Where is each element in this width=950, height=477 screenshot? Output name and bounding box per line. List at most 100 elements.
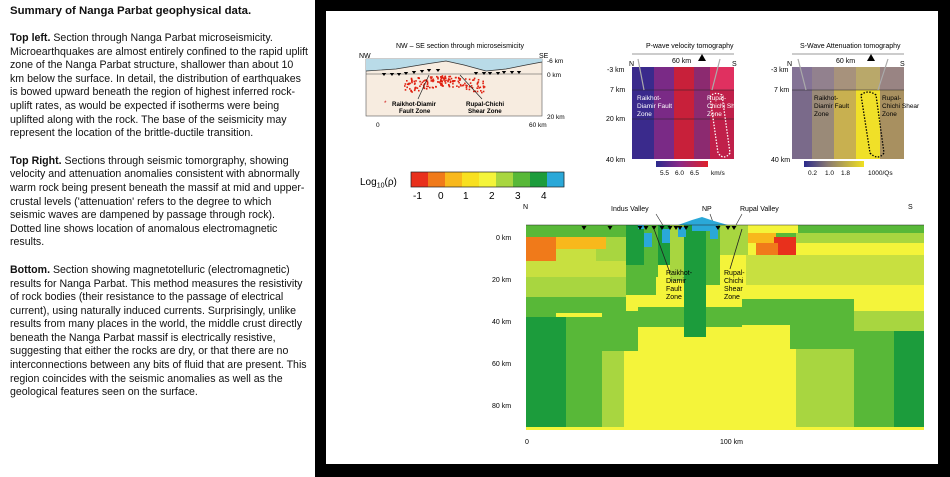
earthquake-dot (408, 82, 410, 85)
mt-station-7 (667, 226, 673, 230)
earthquake-dot (477, 85, 479, 87)
legend-frame (410, 171, 565, 188)
earthquake-dot (413, 83, 416, 85)
pwave-arrow-right (711, 58, 721, 91)
earthquake-dot (466, 84, 468, 87)
earthquake-dot (476, 90, 479, 93)
earthquake-dot (438, 81, 440, 83)
seismic-station-11 (487, 72, 493, 75)
legend-ticks: -1 0 1 2 3 4 (413, 191, 547, 202)
depth-tick-0: 0 km (547, 72, 561, 79)
earthquake-dot (439, 80, 442, 83)
legend-tick-3: 3 (515, 191, 521, 202)
earthquake-dot (440, 84, 442, 86)
resistivity-cell-40 (854, 331, 894, 427)
earthquake-dot (418, 89, 420, 92)
earthquake-dot (482, 82, 484, 85)
legend-swatch-5 (479, 172, 497, 187)
earthquake-dot (482, 86, 485, 89)
microseismicity-right-end: SE (539, 53, 549, 60)
earthquake-dot (452, 80, 454, 83)
earthquake-dot (404, 85, 406, 87)
swave-title: S-Wave Attenuation tomography (800, 43, 901, 50)
earthquake-dot (430, 77, 432, 80)
mt-section: N S Indus Valley NP Rupal Valley Raikhot… (492, 204, 924, 446)
pwave-right-end: S (732, 61, 737, 68)
earthquake-dot (478, 87, 480, 89)
mt-raikhot-label: Raikhot-Diamir Fault Zone (666, 270, 693, 301)
earthquake-dot (437, 76, 439, 79)
legend-swatch-7 (513, 172, 531, 187)
earthquake-dot (423, 87, 426, 90)
pwave-scale-6-5: 6.5 (690, 170, 699, 177)
legend-swatch-2 (428, 172, 446, 187)
mt-resistivity-cells (526, 217, 924, 427)
legend-tick--1: -1 (413, 191, 422, 202)
earthquake-dot (458, 86, 460, 88)
resistivity-cell-36 (854, 311, 924, 331)
caption-bottom: Bottom. Section showing magnetotelluric … (10, 264, 308, 400)
swave-right-end: S (900, 61, 905, 68)
pwave-depth-minus3: -3 km (607, 67, 625, 74)
earthquake-dot (449, 75, 452, 78)
earthquake-dot (429, 86, 431, 89)
mt-station-9 (677, 226, 683, 230)
earthquake-dot (436, 75, 438, 78)
resistivity-cell-11 (670, 225, 684, 281)
earthquake-dot (414, 86, 417, 89)
seismic-station-5 (411, 71, 417, 74)
resistivity-cell-45 (678, 227, 686, 237)
swave-distance: 60 km (836, 58, 855, 65)
earthquake-dot (432, 78, 434, 81)
seismic-station-9 (473, 72, 479, 75)
pwave-block-6 (710, 67, 734, 90)
mt-station-10 (683, 226, 689, 230)
resistivity-cell-23 (626, 265, 656, 295)
earthquake-dot (411, 81, 413, 84)
resistivity-cell-47 (710, 231, 718, 239)
mt-distance-100: 100 km (720, 439, 743, 446)
earthquake-dot (443, 79, 445, 81)
legend-tick-0: 0 (438, 191, 444, 202)
seismic-station-6 (419, 70, 425, 73)
earthquake-dot (439, 82, 442, 84)
resistivity-cell-28 (526, 317, 566, 357)
earthquake-dot (406, 83, 409, 85)
pwave-np-marker (698, 54, 706, 61)
resistivity-legend: Log10(ρ) -1 0 1 2 3 4 (360, 171, 565, 202)
earthquake-dot (422, 80, 425, 82)
resistivity-cell-30 (602, 311, 638, 351)
earthquake-dot (404, 83, 407, 85)
resistivity-cell-31 (638, 307, 684, 327)
earthquake-dot (447, 80, 449, 83)
swave-depth-40: 40 km (771, 157, 790, 164)
earthquake-dot (426, 82, 429, 84)
earthquake-dot (457, 76, 460, 79)
earthquake-dot (409, 82, 411, 85)
swave-colorbar (804, 161, 864, 167)
earthquake-dot (422, 87, 425, 89)
earthquake-dot (430, 80, 433, 82)
mt-indus-label: Indus Valley (611, 206, 649, 213)
earthquake-dot (460, 85, 462, 87)
earthquake-dot (411, 91, 413, 93)
topography-fill (366, 59, 542, 71)
resistivity-cell-33 (706, 307, 742, 327)
earthquake-dot (444, 77, 447, 79)
earthquake-dot (442, 85, 444, 87)
resistivity-cell-18 (756, 243, 778, 255)
swave-scale-0-2: 0.2 (808, 170, 817, 177)
seismic-station-3 (396, 73, 402, 76)
earthquake-dot (413, 80, 416, 83)
earthquake-dot (441, 75, 444, 77)
earthquake-dot (448, 85, 451, 88)
mt-depth-60: 60 km (492, 361, 511, 368)
seismic-station-8 (435, 69, 441, 72)
earthquake-dot (469, 82, 472, 84)
earthquake-dot (476, 87, 478, 89)
earthquake-dot (447, 79, 449, 82)
earthquake-dot (426, 85, 428, 88)
earthquake-dot (458, 77, 460, 80)
earthquake-dot (440, 76, 442, 78)
earthquake-dot (449, 81, 452, 84)
